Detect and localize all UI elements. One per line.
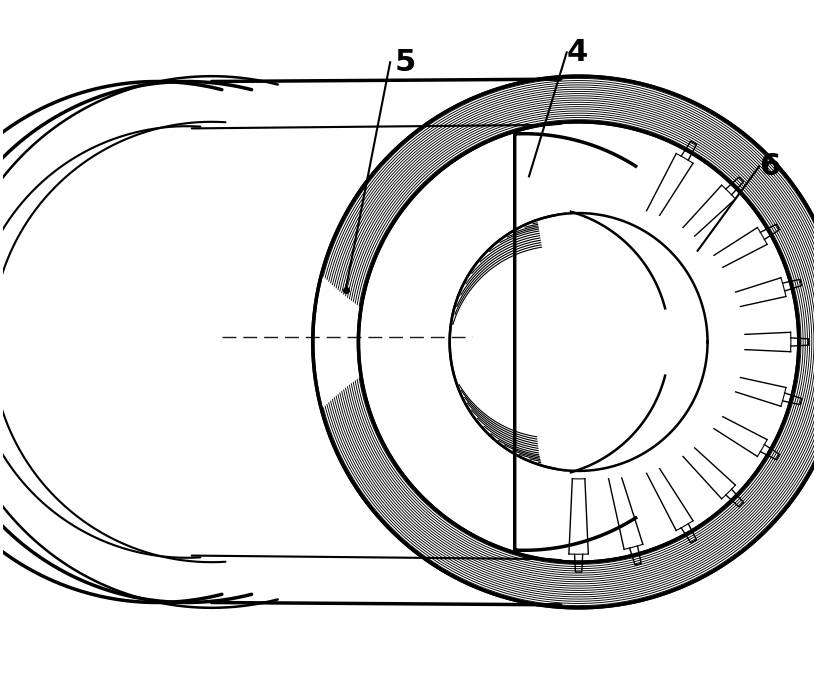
- Text: 6: 6: [759, 152, 780, 181]
- Text: 5: 5: [395, 48, 417, 76]
- Circle shape: [473, 206, 743, 477]
- Circle shape: [361, 125, 796, 559]
- Text: 4: 4: [567, 38, 588, 67]
- Circle shape: [308, 71, 817, 613]
